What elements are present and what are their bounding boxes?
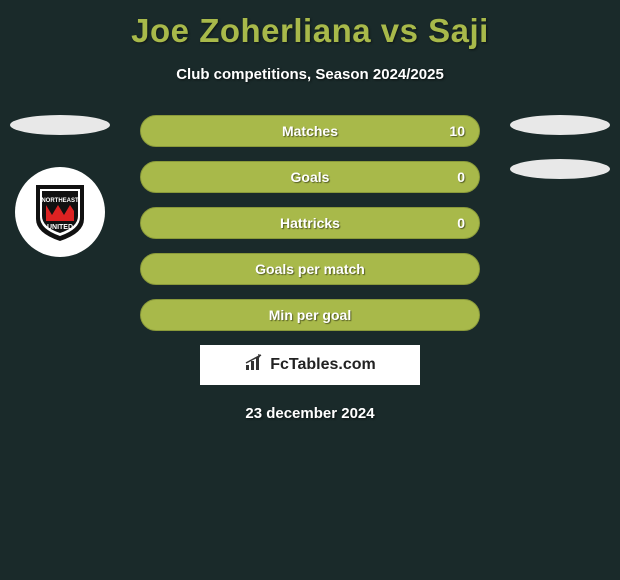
page-title: Joe Zoherliana vs Saji: [0, 0, 620, 50]
stat-value: 0: [457, 215, 465, 231]
northeast-united-shield-icon: NORTHEAST UNITED: [32, 181, 88, 243]
content-area: NORTHEAST UNITED Matches 10 Goals 0 Hatt…: [0, 115, 620, 422]
stat-label: Goals per match: [255, 261, 365, 277]
date: 23 december 2024: [0, 405, 620, 422]
stat-row-goals: Goals 0: [140, 161, 480, 193]
stat-row-goals-per-match: Goals per match: [140, 253, 480, 285]
svg-text:NORTHEAST: NORTHEAST: [41, 198, 79, 204]
stat-row-matches: Matches 10: [140, 115, 480, 147]
attribution-box[interactable]: FcTables.com: [200, 345, 420, 385]
left-column: NORTHEAST UNITED: [10, 115, 110, 257]
stat-label: Matches: [282, 123, 338, 139]
subtitle: Club competitions, Season 2024/2025: [0, 66, 620, 83]
player-photo-placeholder-left: [10, 115, 110, 135]
stats-bars: Matches 10 Goals 0 Hattricks 0 Goals per…: [140, 115, 480, 331]
right-column: [510, 115, 610, 203]
stat-label: Min per goal: [269, 307, 351, 323]
stat-row-min-per-goal: Min per goal: [140, 299, 480, 331]
stat-label: Goals: [291, 169, 330, 185]
player-photo-placeholder-right-2: [510, 159, 610, 179]
club-badge-left: NORTHEAST UNITED: [15, 167, 105, 257]
attribution-text: FcTables.com: [270, 356, 376, 374]
svg-text:UNITED: UNITED: [47, 224, 73, 231]
stat-row-hattricks: Hattricks 0: [140, 207, 480, 239]
chart-icon: [244, 354, 266, 377]
stat-value: 10: [449, 123, 465, 139]
stat-value: 0: [457, 169, 465, 185]
player-photo-placeholder-right-1: [510, 115, 610, 135]
stat-label: Hattricks: [280, 215, 340, 231]
